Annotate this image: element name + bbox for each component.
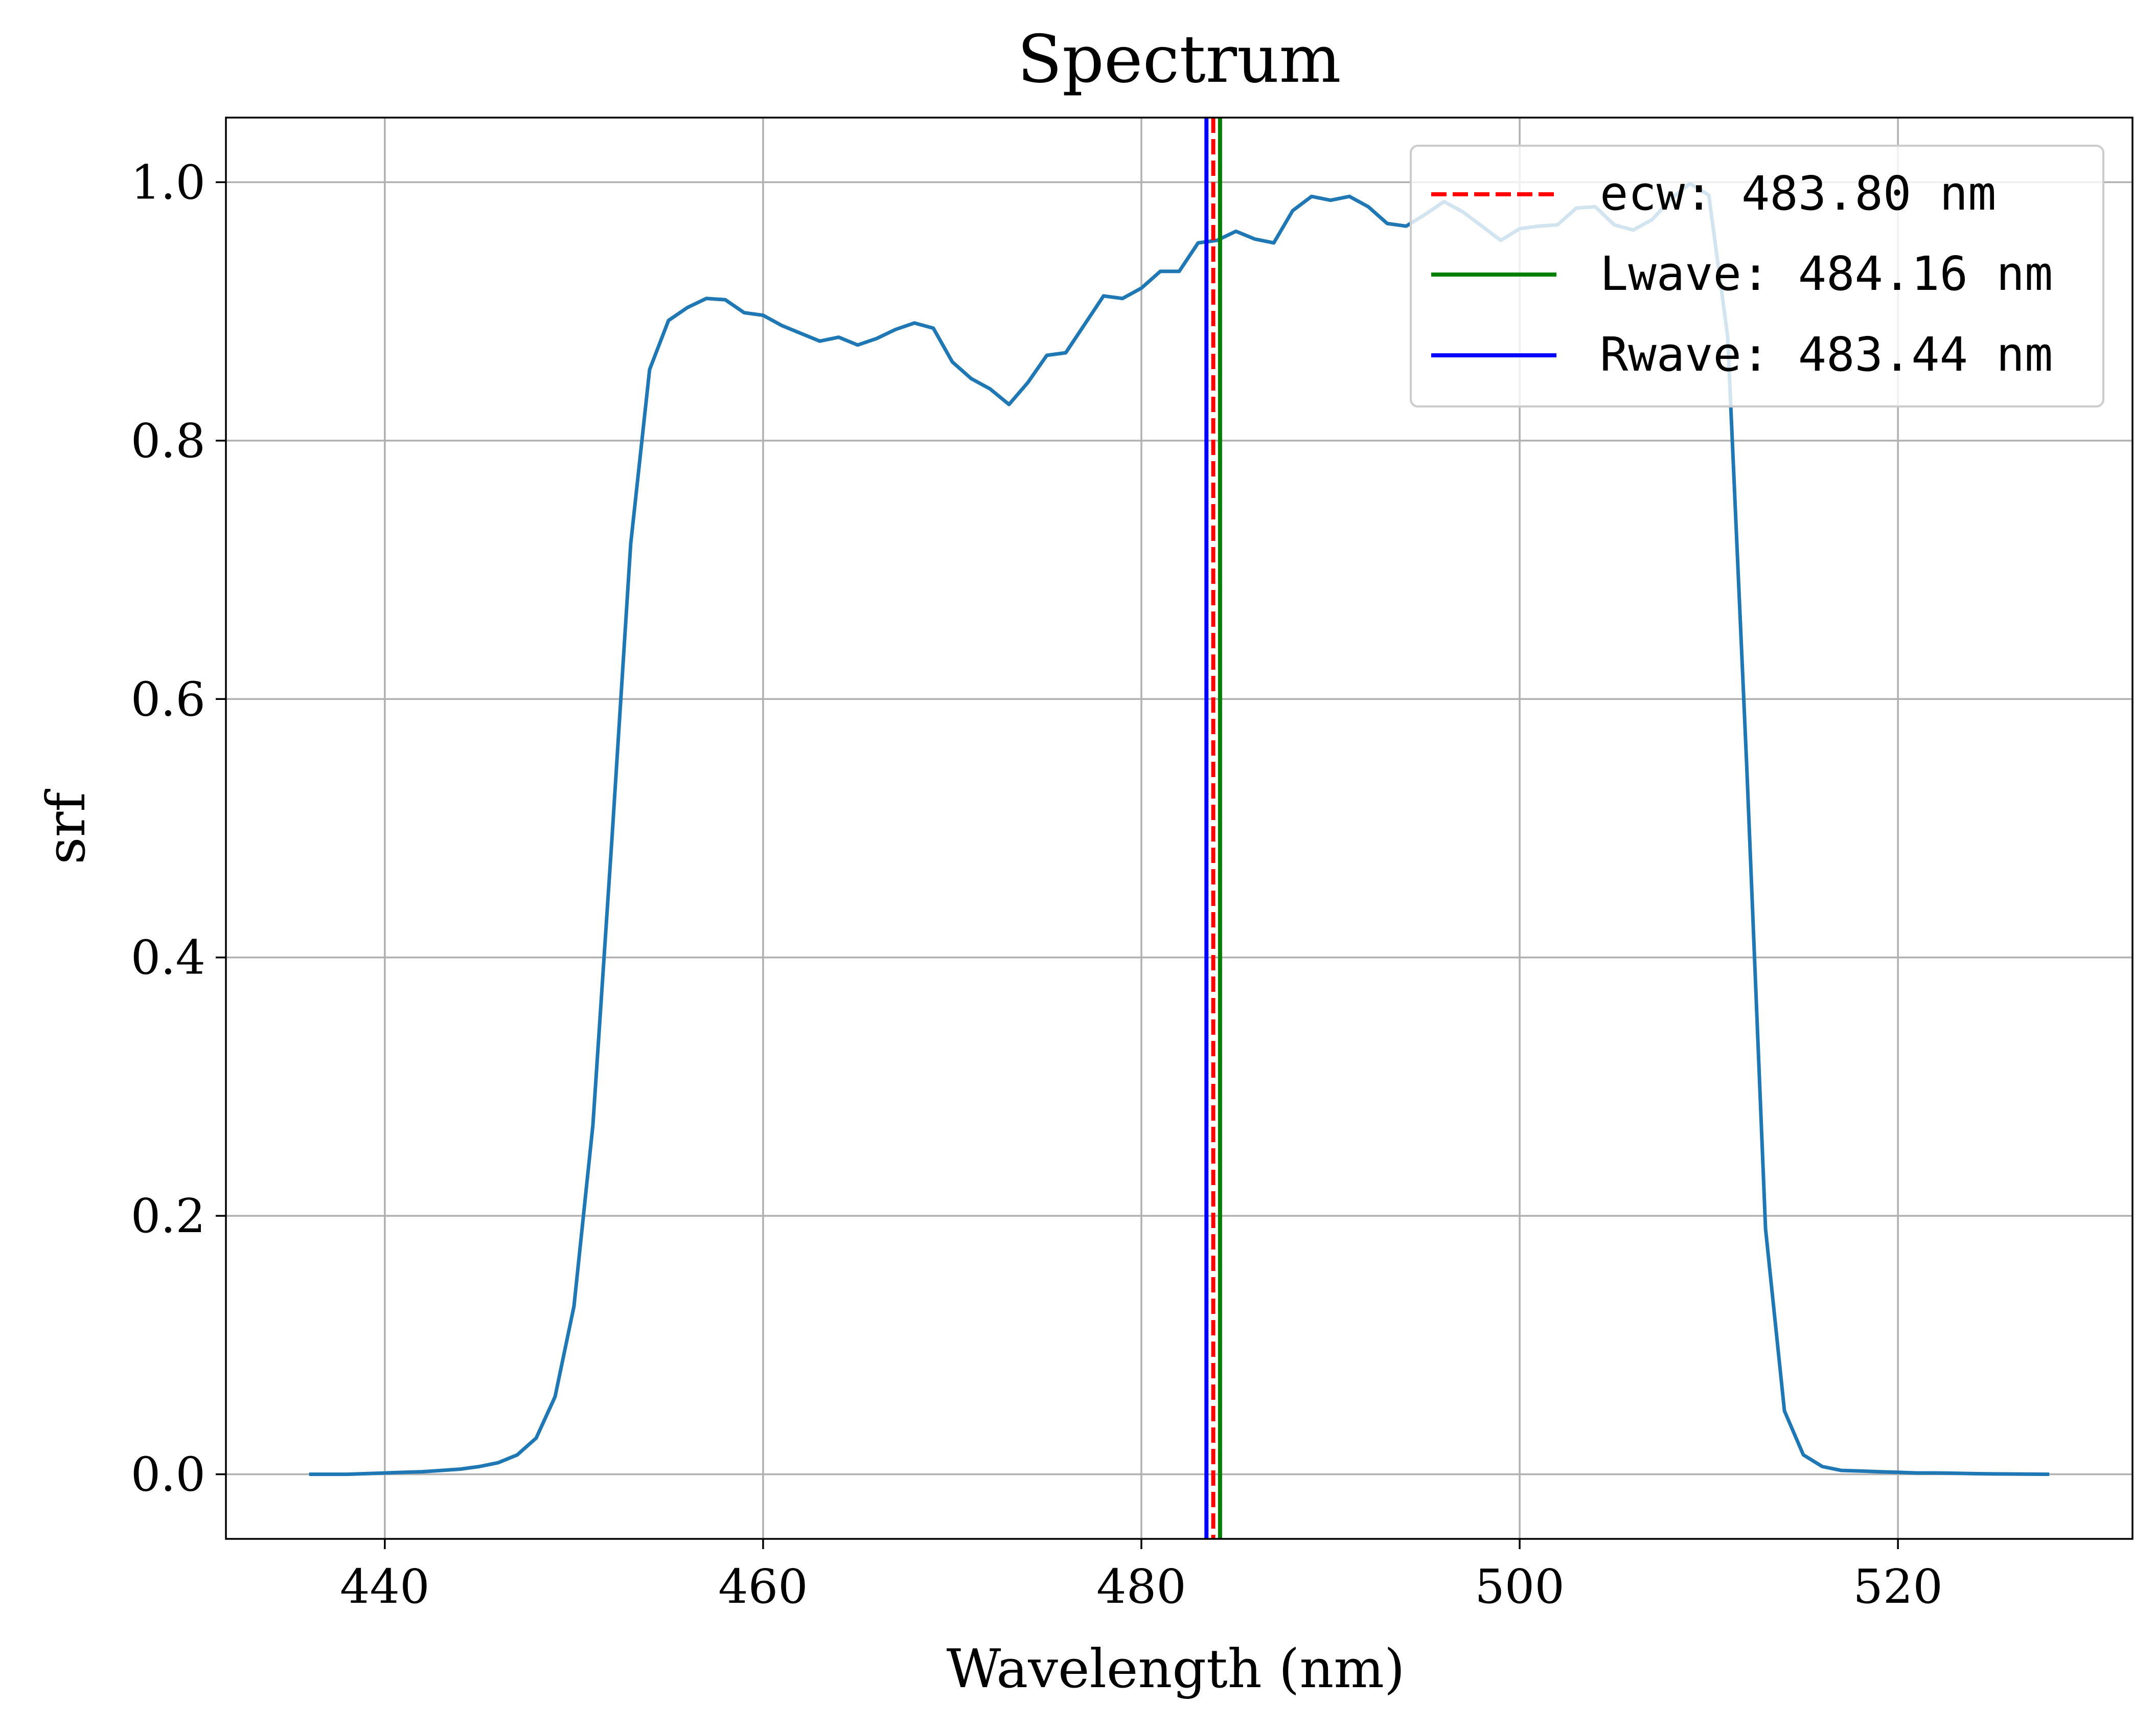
legend-label-lwave: Lwave: 484.16 nm	[1600, 246, 2053, 301]
x-tick-label: 440	[340, 1559, 430, 1614]
srf-curve	[309, 181, 2050, 1477]
y-tick-label: 0.6	[131, 672, 205, 726]
legend-box	[1410, 145, 2104, 407]
legend: ecw: 483.80 nm Lwave: 484.16 nm Rwave: 4…	[1410, 145, 2104, 407]
plot-frame	[225, 117, 2134, 1540]
chart-title: Spectrum	[1017, 21, 1341, 98]
x-tick-label: 520	[1853, 1559, 1943, 1614]
x-tick-label: 480	[1096, 1559, 1186, 1614]
reference-lines	[1204, 118, 1222, 1539]
y-tick-label: 0.4	[131, 930, 205, 985]
x-tick-label: 500	[1475, 1559, 1565, 1614]
legend-label-ecw: ecw: 483.80 nm	[1600, 166, 1996, 221]
y-tick-label: 0.8	[131, 414, 205, 468]
y-tick-label: 0.0	[131, 1447, 205, 1502]
y-tick-label: 1.0	[131, 155, 205, 210]
y-axis-label: srf	[35, 789, 97, 865]
x-axis-label: Wavelength (nm)	[946, 1638, 1405, 1700]
data-series	[309, 181, 2050, 1477]
y-tick-label: 0.2	[131, 1189, 205, 1243]
x-tick-label: 460	[718, 1559, 808, 1614]
axis-ticks: 440 460 480 500 520 0.0 0.2 0.4 0.6 0.8 1.0	[131, 155, 1943, 1614]
legend-label-rwave: Rwave: 483.44 nm	[1600, 327, 2053, 382]
